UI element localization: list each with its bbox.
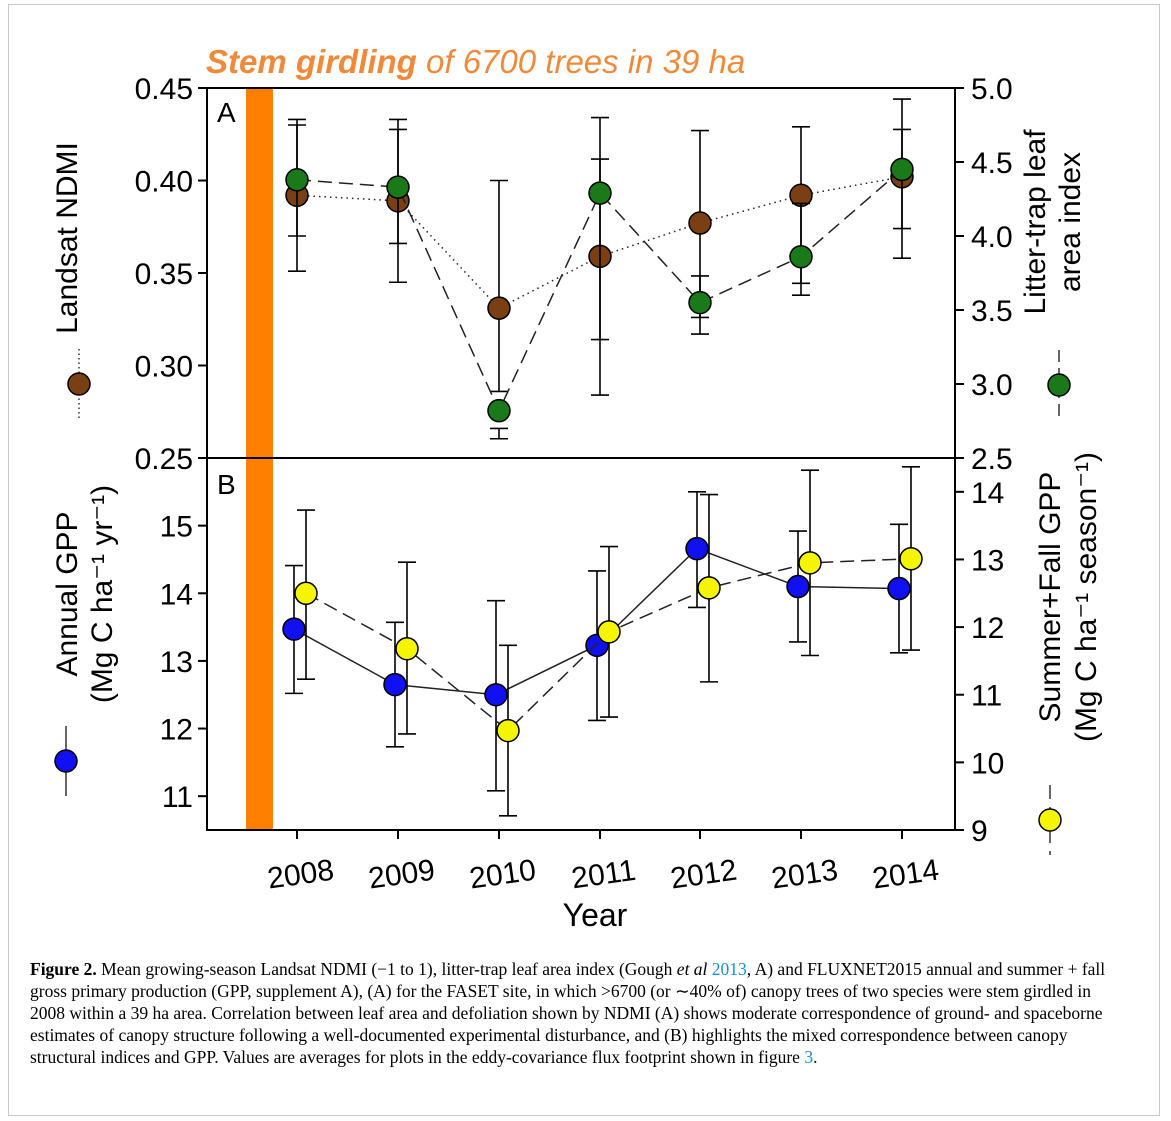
annual-gpp-point <box>786 574 810 599</box>
x-tick-label: 2014 <box>870 854 941 896</box>
summer-gpp-point <box>899 547 923 571</box>
panel-b-frame <box>206 457 956 831</box>
lai-point <box>688 290 712 315</box>
ndmi-axis-tick-label: 0.30 <box>135 351 193 384</box>
lai-axis-title-line2: area index <box>1054 152 1087 292</box>
x-axis-title: Year <box>563 897 628 933</box>
lai-point <box>285 168 309 192</box>
lai-axis-tick-label: 2.5 <box>971 443 1013 476</box>
lai-axis-tick-label: 4.5 <box>971 147 1013 180</box>
ndmi-axis-title: Landsat NDMI <box>51 142 84 334</box>
annual-gpp-point <box>887 576 911 601</box>
caption-ref-figure-3[interactable]: 3 <box>804 1047 814 1067</box>
annual-gpp-point <box>282 617 306 641</box>
caption-text-3: , A) and FLUXNET2015 annual and summer +… <box>30 959 1106 1067</box>
legend-lai-marker <box>1047 373 1071 397</box>
caption-italic: et al <box>676 959 708 979</box>
ndmi-axis-tick-label: 0.45 <box>135 73 193 106</box>
lai-axis-title-line1: Litter-trap leaf <box>1019 129 1052 315</box>
lai-axis-tick-label: 3.0 <box>971 369 1013 402</box>
x-tick-label: 2013 <box>769 854 840 896</box>
summer-gpp-axis-tick-label: 13 <box>971 544 1004 577</box>
summer-gpp-point <box>496 718 520 743</box>
summer-gpp-axis-unit: (Mg C ha⁻¹ season⁻¹) <box>1070 452 1103 742</box>
summer-gpp-point <box>697 576 721 600</box>
caption-ref-2013[interactable]: 2013 <box>711 959 747 979</box>
caption-label: Figure 2. <box>30 959 97 979</box>
legend-summer-gpp-marker <box>1038 808 1062 832</box>
annual-gpp-axis-unit: (Mg C ha⁻¹ yr⁻¹) <box>86 485 119 703</box>
annual-gpp-axis-title: Annual GPP <box>51 511 84 676</box>
ndmi-axis-tick-label: 0.25 <box>135 443 193 476</box>
summer-gpp-point <box>294 581 318 606</box>
annual-gpp-axis-tick-label: 15 <box>160 511 193 544</box>
summer-gpp-point <box>395 636 419 661</box>
ndmi-axis-tick-label: 0.40 <box>135 166 193 199</box>
ndmi-axis-tick-label: 0.35 <box>135 258 193 291</box>
banner-rest: of 6700 trees in 39 ha <box>417 43 745 80</box>
panel-a-label: A <box>217 97 236 128</box>
panel-a-frame <box>206 87 956 459</box>
figure-caption: Figure 2. Mean growing-season Landsat ND… <box>30 958 1130 1068</box>
legend-ndmi-marker <box>67 372 91 396</box>
summer-gpp-axis-tick-label: 9 <box>971 815 988 848</box>
ndmi-point <box>688 211 712 235</box>
annual-gpp-point <box>484 682 508 707</box>
lai-point <box>789 244 813 269</box>
summer-gpp-axis-tick-label: 10 <box>971 747 1004 780</box>
x-tick-label: 2009 <box>366 854 437 896</box>
lai-axis-tick-label: 3.5 <box>971 295 1013 328</box>
annual-gpp-point <box>685 536 709 561</box>
figure-chart: Stem girdling of 6700 trees in 39 ha AB0… <box>51 43 1103 933</box>
summer-gpp-point <box>798 551 822 575</box>
caption-text-1: Mean growing-season Landsat NDMI (−1 to … <box>96 959 677 979</box>
lai-point <box>487 398 511 423</box>
lai-axis-tick-label: 5.0 <box>971 73 1013 106</box>
lai-axis-tick-label: 4.0 <box>971 221 1013 254</box>
girdling-banner: Stem girdling of 6700 trees in 39 ha <box>206 43 745 80</box>
summer-gpp-axis-tick-label: 14 <box>971 477 1004 510</box>
lai-point <box>890 157 914 182</box>
x-tick-label: 2010 <box>467 854 538 896</box>
summer-gpp-axis-tick-label: 11 <box>971 680 1002 713</box>
annual-gpp-axis-tick-label: 14 <box>160 578 193 611</box>
annual-gpp-axis-tick-label: 12 <box>160 714 193 747</box>
annual-gpp-axis-tick-label: 11 <box>162 781 193 814</box>
annual-gpp-point <box>383 672 407 697</box>
x-tick-label: 2008 <box>265 854 336 896</box>
banner-bold: Stem girdling <box>206 43 417 80</box>
summer-gpp-axis-tick-label: 12 <box>971 612 1004 645</box>
legend-annual-gpp-marker <box>54 749 78 773</box>
x-tick-label: 2012 <box>668 854 739 896</box>
figure-frame <box>8 4 1160 1116</box>
ndmi-point <box>487 296 511 320</box>
summer-gpp-axis-title: Summer+Fall GPP <box>1034 472 1067 723</box>
x-tick-label: 2011 <box>569 854 637 896</box>
lai-point <box>386 175 410 199</box>
lai-point <box>588 181 612 205</box>
summer-gpp-point <box>597 620 621 644</box>
panel-b-label: B <box>217 469 236 500</box>
annual-gpp-axis-tick-label: 13 <box>160 646 193 679</box>
caption-text-4: . <box>813 1047 818 1067</box>
